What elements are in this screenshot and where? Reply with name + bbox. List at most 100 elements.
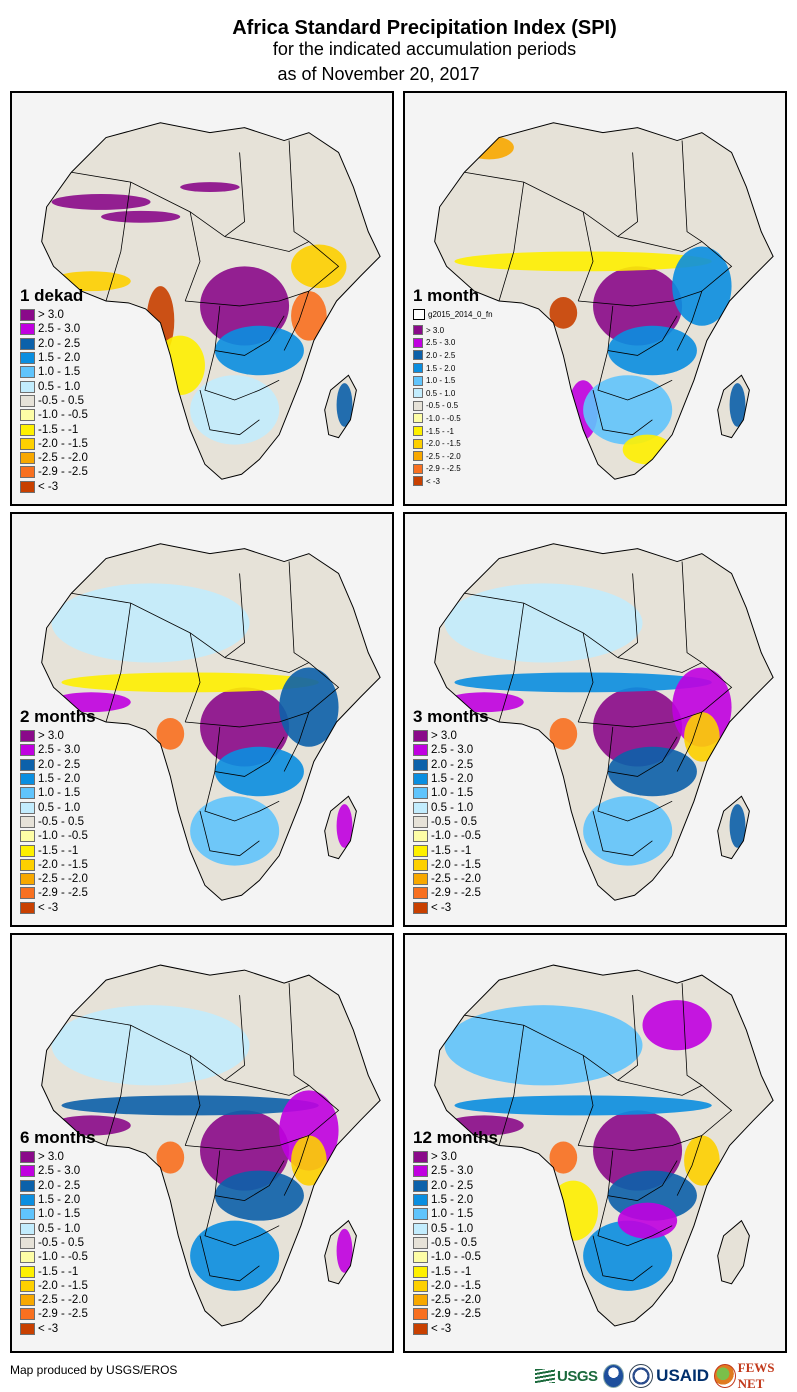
spi-area-sahara-west [51,583,250,663]
legend-label: -1.0 - -0.5 [38,1251,88,1264]
country-border [617,1079,703,1096]
legend-label: > 3.0 [38,1151,64,1164]
country-border [464,171,618,237]
madagascar-coastline [717,1219,750,1285]
country-border [676,662,733,772]
legend-label: -2.9 - -2.5 [431,887,481,900]
legend-swatch [20,1222,35,1235]
legend-swatch [20,352,35,365]
country-border [224,995,245,1081]
legend-item: -2.0 - -1.5 [413,1279,498,1293]
spi-area-madagascar [336,804,353,848]
country-border [592,390,653,436]
legend-item: -2.5 - -2.0 [20,1293,96,1307]
legend-item: -2.5 - -2.0 [413,450,493,463]
spi-area-congo-east [607,746,697,797]
legend-swatch [20,773,35,786]
map-panel-1-month: 1 month g2015_2014_0_fn > 3.0 2.5 - 3.0 2.0 … [403,91,787,506]
legend-item: 2.0 - 2.5 [20,758,96,772]
legend-swatch [20,437,35,450]
fewsnet-logo: FEWS NET [714,1360,797,1392]
country-border [592,1235,653,1282]
legend-label: 1.0 - 1.5 [431,787,474,800]
legend-item: > 3.0 [413,1150,498,1164]
country-border [199,390,260,436]
africa-map [41,964,381,1327]
legend-swatch [413,1165,428,1178]
coastline [41,964,381,1327]
legend-item: 2.0 - 2.5 [413,349,493,362]
legend-item: > 3.0 [413,729,489,743]
country-border [185,1135,310,1151]
country-border [498,603,525,723]
legend-label: -0.5 - 0.5 [38,394,85,407]
legend-swatch [20,1308,35,1321]
legend-item: -1.5 - -1 [20,1264,96,1278]
legend-item: 2.5 - 3.0 [20,743,96,757]
legend-label: 1.0 - 1.5 [426,376,456,386]
legend-swatch [20,1179,35,1192]
legend-label: 1.5 - 2.0 [431,1194,474,1207]
legend-item: 0.5 - 1.0 [413,1221,498,1235]
legend-swatch [20,830,35,843]
map-panel-3-months: 3 months > 3.0 2.5 - 3.0 2.0 - 2.5 1.5 - 2.0… [403,512,787,927]
legend-label: 1.5 - 2.0 [38,352,81,365]
legend-label: 2.5 - 3.0 [38,323,81,336]
legend-item: > 3.0 [413,324,493,337]
madagascar-coastline [324,374,357,439]
coastline [434,543,774,901]
map-panel-12-months: 12 months > 3.0 2.5 - 3.0 2.0 - 2.5 1.5 - 2.… [403,933,787,1353]
legend-label: -1.5 - -1 [38,1265,79,1278]
country-border [464,1014,618,1081]
country-border [578,711,703,728]
legend-swatch [413,1279,428,1292]
madagascar-coastline [324,795,357,860]
africa-map [434,964,774,1327]
legend-label: -2.5 - -2.0 [38,452,88,465]
spi-area-madagascar [729,1228,746,1273]
legend-swatch [20,787,35,800]
legend-label: < -3 [38,480,59,493]
country-border [199,811,260,857]
legend-item: -2.9 - -2.5 [20,465,88,479]
legend-item: -1.0 - -0.5 [20,408,88,422]
legend-label: 1.5 - 2.0 [38,773,81,786]
fewsnet-globe-icon [714,1364,736,1388]
legend-swatch [20,466,35,479]
legend-swatch [413,801,428,814]
legend-item: 1.0 - 1.5 [413,374,493,387]
legend-swatch [413,1222,428,1235]
legend-swatch [20,1294,35,1307]
legend-label: -2.5 - -2.0 [38,1294,88,1307]
legend-item: 1.5 - 2.0 [413,362,493,375]
legend-swatch [413,1151,428,1164]
legend-item: > 3.0 [20,1150,96,1164]
legend-label: > 3.0 [38,309,64,322]
as-of-date: as of November 20, 2017 [277,64,480,84]
spi-area-madagascar [729,383,746,427]
spi-area-sahara-streaks [101,210,181,223]
legend-swatch [20,758,35,771]
country-border [185,711,310,728]
legend-label: > 3.0 [426,325,445,335]
country-border [283,662,340,772]
country-border [184,1055,201,1146]
legend-item: 1.0 - 1.5 [413,1207,498,1221]
country-border [185,290,310,307]
legend: 12 months > 3.0 2.5 - 3.0 2.0 - 2.5 1.5 - 2.… [413,1129,498,1336]
country-border [199,1235,260,1282]
country-border [105,603,132,723]
legend-label: < -3 [426,476,441,486]
country-border [597,771,673,822]
legend-swatch [413,1194,428,1207]
legend-label: -2.5 - -2.0 [431,873,481,886]
legend-swatch [20,452,35,465]
country-border [607,1150,678,1202]
legend-item: 1.5 - 2.0 [413,772,489,786]
africa-map [434,122,774,480]
country-border [597,350,673,401]
country-border [283,241,340,351]
country-border [681,561,703,663]
legend-label: > 3.0 [431,1151,457,1164]
legend-item: -1.5 - -1 [413,843,489,857]
